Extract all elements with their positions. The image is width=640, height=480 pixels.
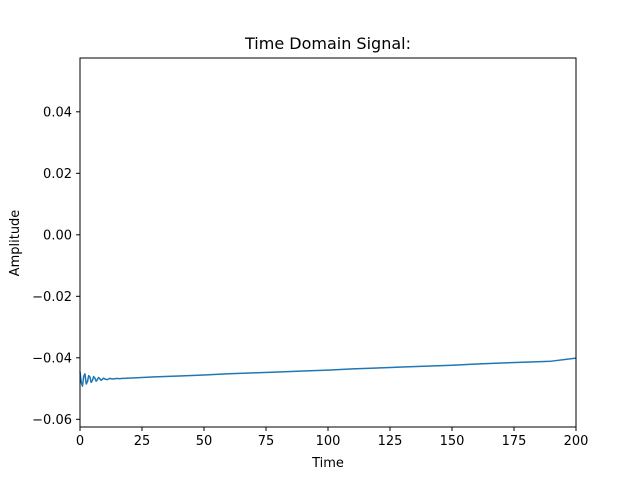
x-tick-label: 0 bbox=[76, 434, 84, 449]
x-tick-label: 25 bbox=[134, 434, 151, 449]
x-tick-label: 175 bbox=[502, 434, 527, 449]
x-axis-label: Time bbox=[311, 456, 344, 471]
y-tick-label: −0.02 bbox=[32, 290, 72, 305]
x-axis-ticks: 0 25 50 75 100 125 150 175 200 bbox=[76, 427, 589, 449]
x-tick-label: 100 bbox=[316, 434, 341, 449]
series-line-0 bbox=[79, 357, 577, 387]
series-layer bbox=[79, 357, 577, 387]
y-axis-label: Amplitude bbox=[8, 210, 23, 277]
x-tick-label: 150 bbox=[440, 434, 465, 449]
x-tick-label: 75 bbox=[258, 434, 275, 449]
x-tick-label: 50 bbox=[196, 434, 213, 449]
x-tick-label: 200 bbox=[564, 434, 589, 449]
chart-title: Time Domain Signal: bbox=[244, 34, 411, 53]
plot-area bbox=[80, 58, 576, 427]
y-tick-label: −0.06 bbox=[32, 413, 72, 428]
y-tick-label: 0.04 bbox=[43, 105, 72, 120]
y-tick-label: 0.00 bbox=[43, 228, 72, 243]
y-tick-label: 0.02 bbox=[43, 167, 72, 182]
x-tick-label: 125 bbox=[378, 434, 403, 449]
y-axis-ticks: −0.06 −0.04 −0.02 0.00 0.02 0.04 bbox=[32, 105, 80, 428]
y-tick-label: −0.04 bbox=[32, 351, 72, 366]
